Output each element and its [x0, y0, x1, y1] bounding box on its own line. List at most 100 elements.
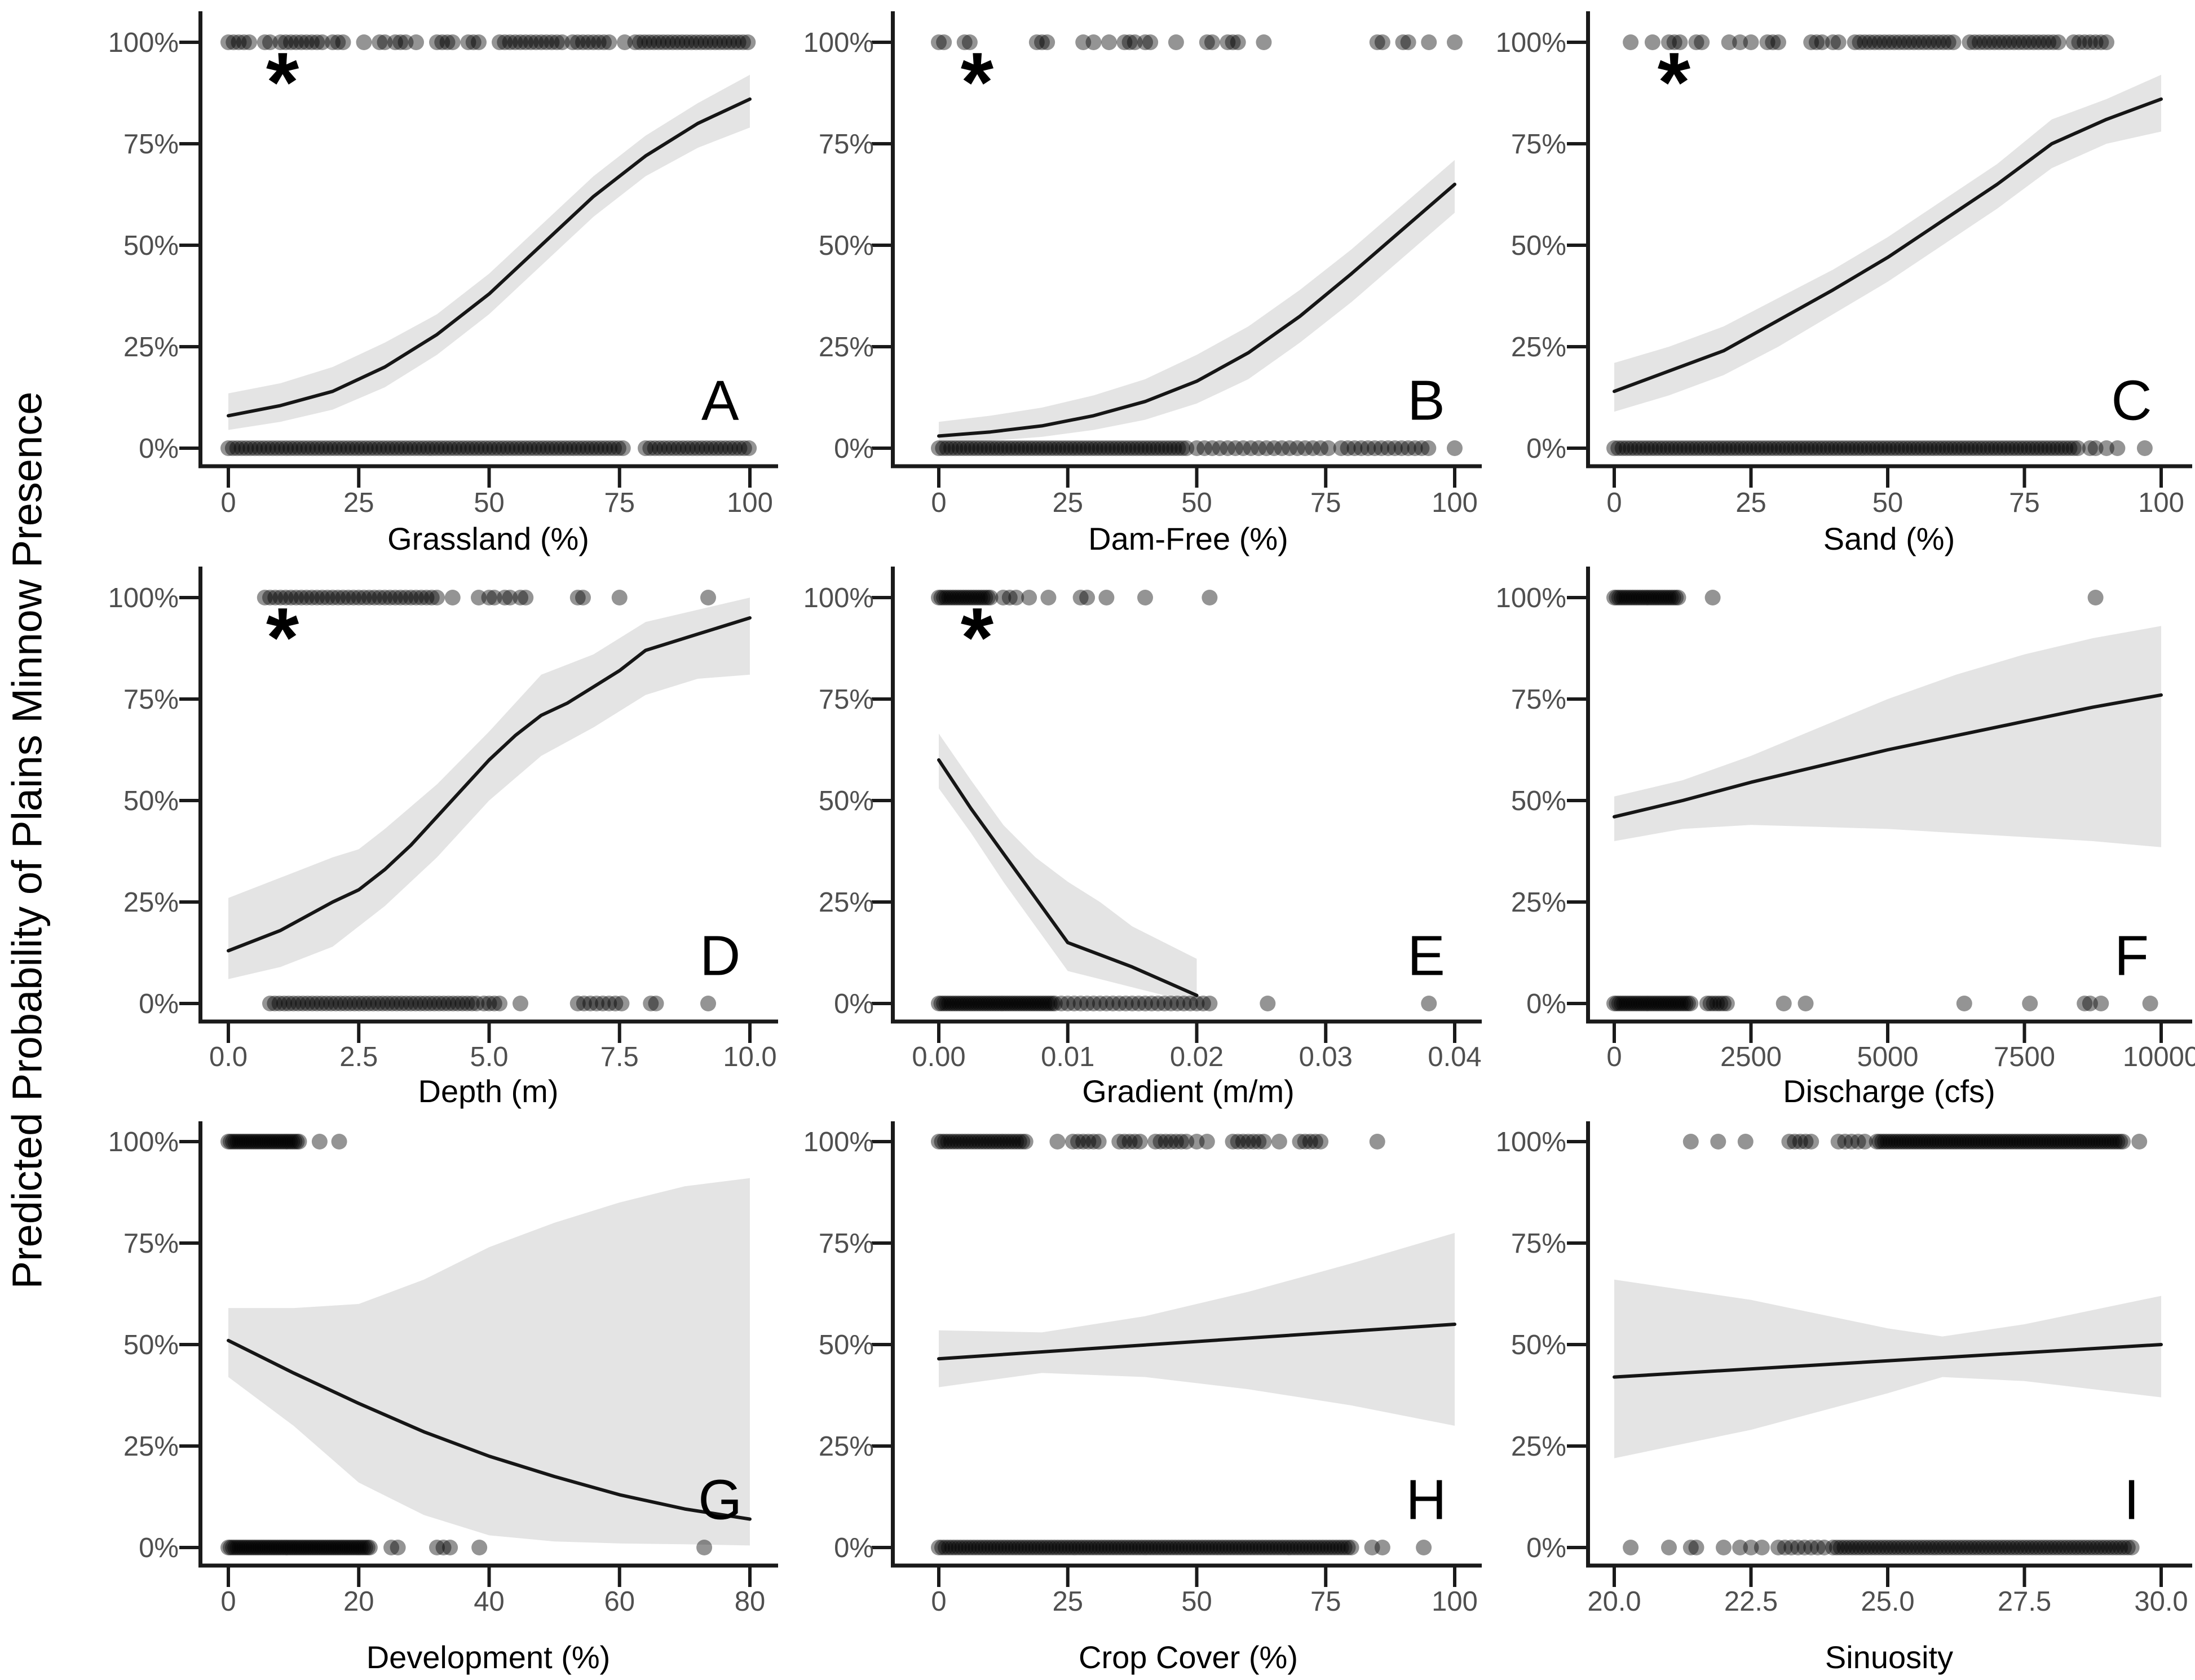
x-tick-label: 7.5 [600, 1042, 639, 1072]
data-point [1808, 34, 1825, 50]
data-point [1967, 34, 1983, 50]
data-point [1825, 34, 1841, 50]
data-point [931, 1134, 947, 1150]
data-point [486, 590, 502, 605]
data-point [1774, 440, 1791, 456]
x-tick-label: 0.03 [1299, 1042, 1353, 1072]
data-point [1085, 34, 1102, 50]
data-point [2099, 34, 2114, 50]
data-point [1787, 440, 1803, 456]
data-point [272, 590, 289, 605]
data-point [1967, 1540, 1983, 1555]
data-point [1116, 440, 1133, 456]
data-point [357, 1540, 373, 1555]
data-point [1165, 1540, 1182, 1555]
x-tick-label: 25 [343, 488, 374, 518]
data-point [2035, 1134, 2052, 1150]
data-point [946, 996, 962, 1011]
data-point [1836, 440, 1852, 456]
data-point [1156, 996, 1173, 1011]
data-point [1916, 1540, 1933, 1555]
data-point [1639, 440, 1655, 456]
data-point [1085, 996, 1102, 1011]
data-point [2001, 1540, 2017, 1555]
data-point [2033, 1134, 2049, 1150]
x-tick-label: 50 [1872, 488, 1903, 518]
data-point [1212, 440, 1228, 456]
x-axis-title: Dam-Free (%) [1088, 521, 1288, 556]
y-tick-label: 25% [1511, 1431, 1566, 1462]
x-tick-label: 0 [220, 488, 236, 518]
data-point [1038, 440, 1054, 456]
data-point [277, 34, 294, 50]
data-point [1112, 440, 1129, 456]
data-point [273, 440, 290, 456]
data-point [234, 1134, 250, 1150]
data-point [300, 1540, 316, 1555]
y-tick-label: 50% [123, 1330, 179, 1360]
data-point [1645, 996, 1662, 1011]
data-point [398, 34, 414, 50]
data-point [968, 1134, 984, 1150]
fit-line [227, 616, 752, 953]
data-point [1026, 996, 1043, 1011]
data-point [1173, 1134, 1190, 1150]
data-point [2049, 1134, 2065, 1150]
data-point [1716, 996, 1732, 1011]
data-point [602, 440, 618, 456]
data-point [1648, 996, 1664, 1011]
x-tick-label: 0 [931, 488, 946, 518]
data-point [1827, 440, 1844, 456]
data-point [1011, 1540, 1027, 1555]
data-point [289, 1540, 305, 1555]
x-tick-label: 100 [2138, 488, 2184, 518]
data-point [1034, 996, 1050, 1011]
data-point [2016, 34, 2032, 50]
data-point [2119, 1540, 2136, 1555]
data-point [2136, 440, 2153, 456]
data-point [1319, 1540, 1336, 1555]
data-point [1616, 590, 1632, 605]
data-point [1997, 1540, 2013, 1555]
x-tick-label: 75 [1310, 1586, 1341, 1617]
data-point [223, 1134, 239, 1150]
y-tick-label: 75% [819, 129, 874, 160]
data-point [1364, 1540, 1380, 1555]
data-point [648, 996, 664, 1011]
data-point [1981, 1134, 1997, 1150]
data-point [1725, 440, 1741, 456]
data-point [314, 590, 330, 605]
data-point [1013, 996, 1030, 1011]
data-point [417, 996, 433, 1011]
data-point [1611, 996, 1627, 1011]
data-point [419, 440, 436, 456]
data-point [1225, 34, 1241, 50]
data-point [582, 996, 598, 1011]
data-point [1022, 440, 1038, 456]
data-point [1313, 1134, 1329, 1150]
x-tick-label: 20.0 [1587, 1586, 1641, 1617]
data-point [1928, 1540, 1945, 1555]
data-point [2050, 34, 2066, 50]
data-point [1623, 34, 1639, 50]
data-point [1993, 1540, 2009, 1555]
y-tick-label: 50% [123, 231, 179, 261]
data-point [1096, 440, 1112, 456]
data-point [959, 1134, 975, 1150]
data-point [972, 440, 988, 456]
data-point [1803, 1134, 1819, 1150]
data-point [1881, 440, 1897, 456]
data-point [1192, 1540, 1208, 1555]
data-point [1626, 590, 1642, 605]
data-point [392, 34, 409, 50]
data-point [1195, 1540, 1212, 1555]
y-tick-label: 0% [834, 989, 874, 1019]
x-tick-label: 0 [931, 1586, 946, 1617]
data-point [1393, 440, 1410, 456]
y-tick-label: 25% [123, 1431, 179, 1462]
data-point [2000, 1134, 2016, 1150]
data-point [1971, 34, 1988, 50]
data-point [1721, 34, 1737, 50]
data-point [735, 34, 751, 50]
data-point [353, 440, 369, 456]
